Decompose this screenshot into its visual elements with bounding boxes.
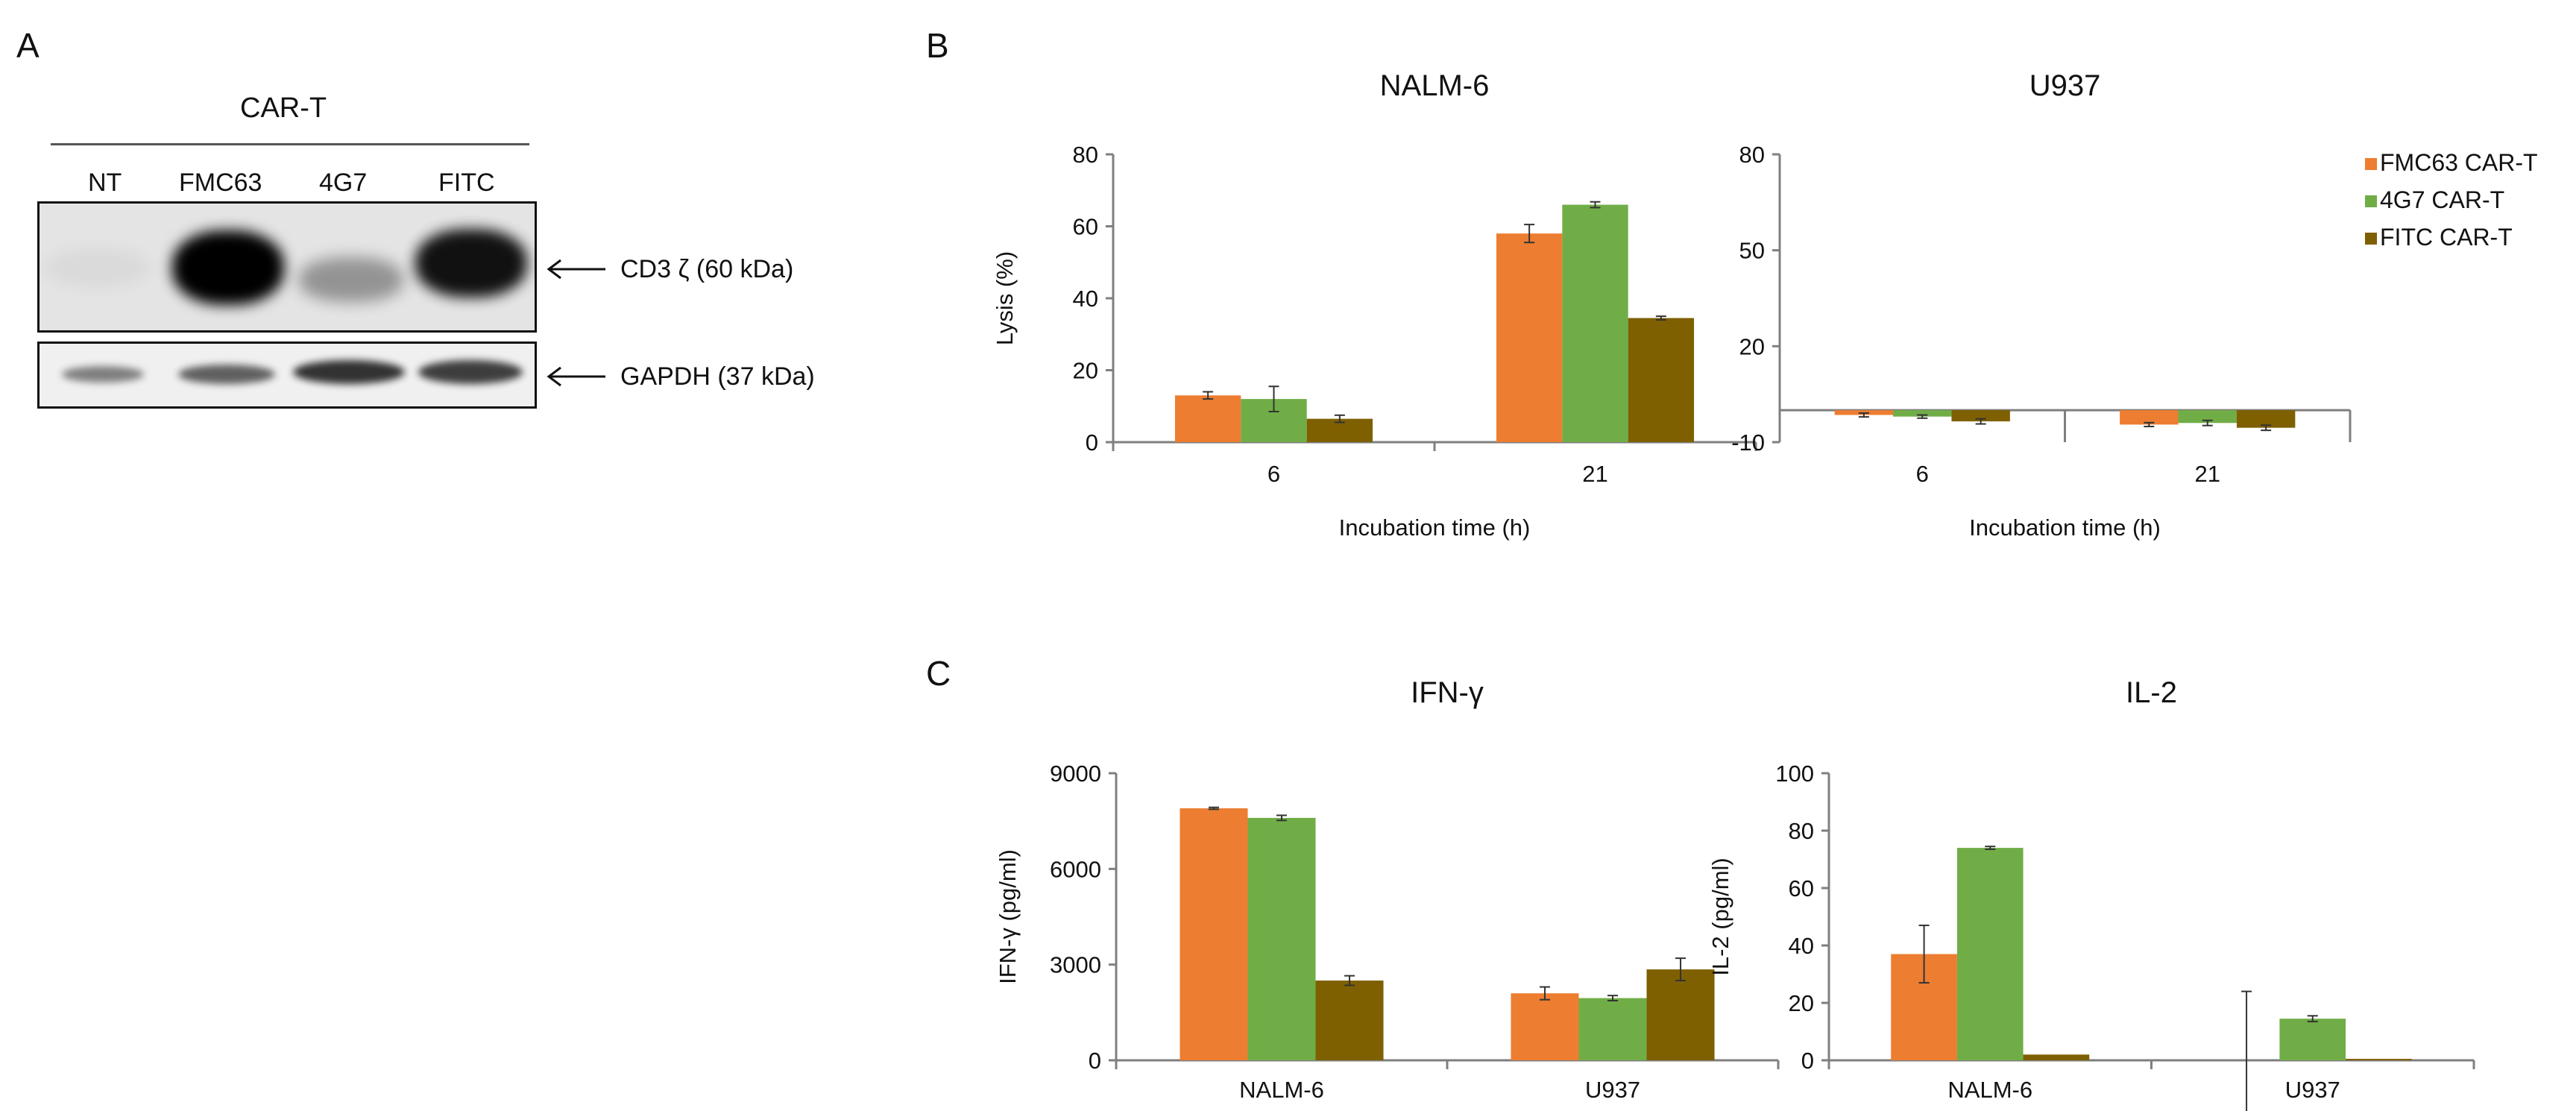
bar	[1315, 981, 1384, 1060]
y-tick-label: 40	[1073, 286, 1098, 312]
lane-label: FITC	[438, 169, 495, 197]
chart-title: U937	[2029, 69, 2101, 102]
legend-swatch	[2365, 195, 2377, 207]
bar	[1180, 808, 1248, 1060]
chart-title: IFN-γ	[1411, 676, 1484, 709]
y-axis-label: Lysis (%)	[992, 251, 1018, 345]
bar	[2279, 1019, 2346, 1060]
bar	[1951, 410, 2010, 422]
x-tick-label: 21	[2195, 461, 2220, 487]
chart-title: NALM-6	[1380, 69, 1490, 102]
x-tick-label: NALM-6	[1947, 1077, 2032, 1103]
bar	[1174, 395, 1241, 442]
bar	[2023, 1054, 2090, 1060]
chart-title: IL-2	[2126, 676, 2177, 709]
y-tick-label: 6000	[1050, 856, 1101, 882]
bar	[1562, 204, 1628, 442]
band-gapdh	[62, 366, 144, 383]
x-tick-label: NALM-6	[1239, 1077, 1324, 1103]
panel-label-a: A	[16, 26, 40, 65]
arrow-left-icon	[547, 259, 605, 280]
y-tick-label: 80	[1073, 142, 1098, 168]
bar	[1578, 998, 1647, 1060]
y-tick-label: 40	[1789, 933, 1814, 959]
bar	[2236, 410, 2296, 428]
bar	[1496, 233, 1563, 442]
y-tick-label: 0	[1089, 1048, 1101, 1074]
legend-label: FITC CAR-T	[2380, 224, 2513, 251]
y-tick-label: 60	[1073, 214, 1098, 240]
y-tick-label: 0	[1086, 429, 1098, 456]
y-tick-label: -10	[1731, 429, 1765, 456]
band-gapdh	[418, 360, 523, 384]
lane-label: 4G7	[319, 169, 368, 197]
band-gapdh	[293, 360, 405, 384]
bar	[1247, 817, 1316, 1060]
bar	[1646, 969, 1715, 1060]
y-tick-label: 80	[1739, 142, 1765, 168]
x-axis-label: Incubation time (h)	[1969, 514, 2161, 541]
blot-group-line	[51, 143, 529, 145]
bar	[1511, 993, 1579, 1060]
legend-swatch	[2365, 233, 2377, 245]
panel-label-b: B	[926, 26, 949, 65]
bar	[1956, 848, 2024, 1060]
x-axis-label: Incubation time (h)	[1339, 514, 1531, 541]
x-tick-label: U937	[2285, 1077, 2340, 1103]
y-tick-label: 20	[1739, 333, 1765, 359]
legend-swatch	[2365, 158, 2377, 170]
y-tick-label: 0	[1801, 1048, 1814, 1074]
lane-label: FMC63	[179, 169, 262, 197]
x-tick-label: U937	[1585, 1077, 1640, 1103]
bar	[1628, 318, 1695, 442]
legend-label: 4G7 CAR-T	[2380, 186, 2505, 213]
blot-gapdh	[37, 342, 537, 409]
legend-label: FMC63 CAR-T	[2380, 149, 2538, 176]
y-tick-label: 50	[1739, 238, 1765, 264]
band-cd3z	[299, 257, 403, 302]
band-cd3z	[45, 248, 150, 287]
blot-group-label: CAR-T	[240, 92, 327, 124]
band-label-gapdh: GAPDH (37 kDa)	[620, 362, 815, 391]
y-tick-label: 100	[1775, 761, 1814, 787]
band-cd3z	[172, 230, 284, 305]
y-axis-label: IFN-γ (pg/ml)	[995, 849, 1021, 984]
y-tick-label: 3000	[1050, 952, 1101, 978]
band-label-cd3z: CD3 ζ (60 kDa)	[620, 255, 794, 283]
panel-label-c: C	[926, 654, 951, 693]
y-tick-label: 60	[1789, 875, 1814, 901]
x-tick-label: 6	[1267, 461, 1280, 487]
y-tick-label: 20	[1789, 990, 1814, 1016]
band-cd3z	[415, 229, 527, 298]
x-tick-label: 6	[1916, 461, 1929, 487]
y-axis-label: IL-2 (pg/ml)	[1707, 857, 1733, 975]
y-tick-label: 20	[1073, 358, 1098, 384]
y-tick-label: 9000	[1050, 761, 1101, 787]
lane-label: NT	[88, 169, 122, 197]
x-tick-label: 21	[1582, 461, 1607, 487]
bar	[1893, 410, 1952, 417]
blot-cd3z	[37, 201, 537, 333]
bar	[2346, 1059, 2412, 1060]
band-gapdh	[178, 365, 275, 384]
bar	[2178, 410, 2237, 424]
arrow-left-icon	[547, 366, 605, 387]
y-tick-label: 80	[1789, 818, 1814, 844]
bar	[2120, 410, 2179, 425]
